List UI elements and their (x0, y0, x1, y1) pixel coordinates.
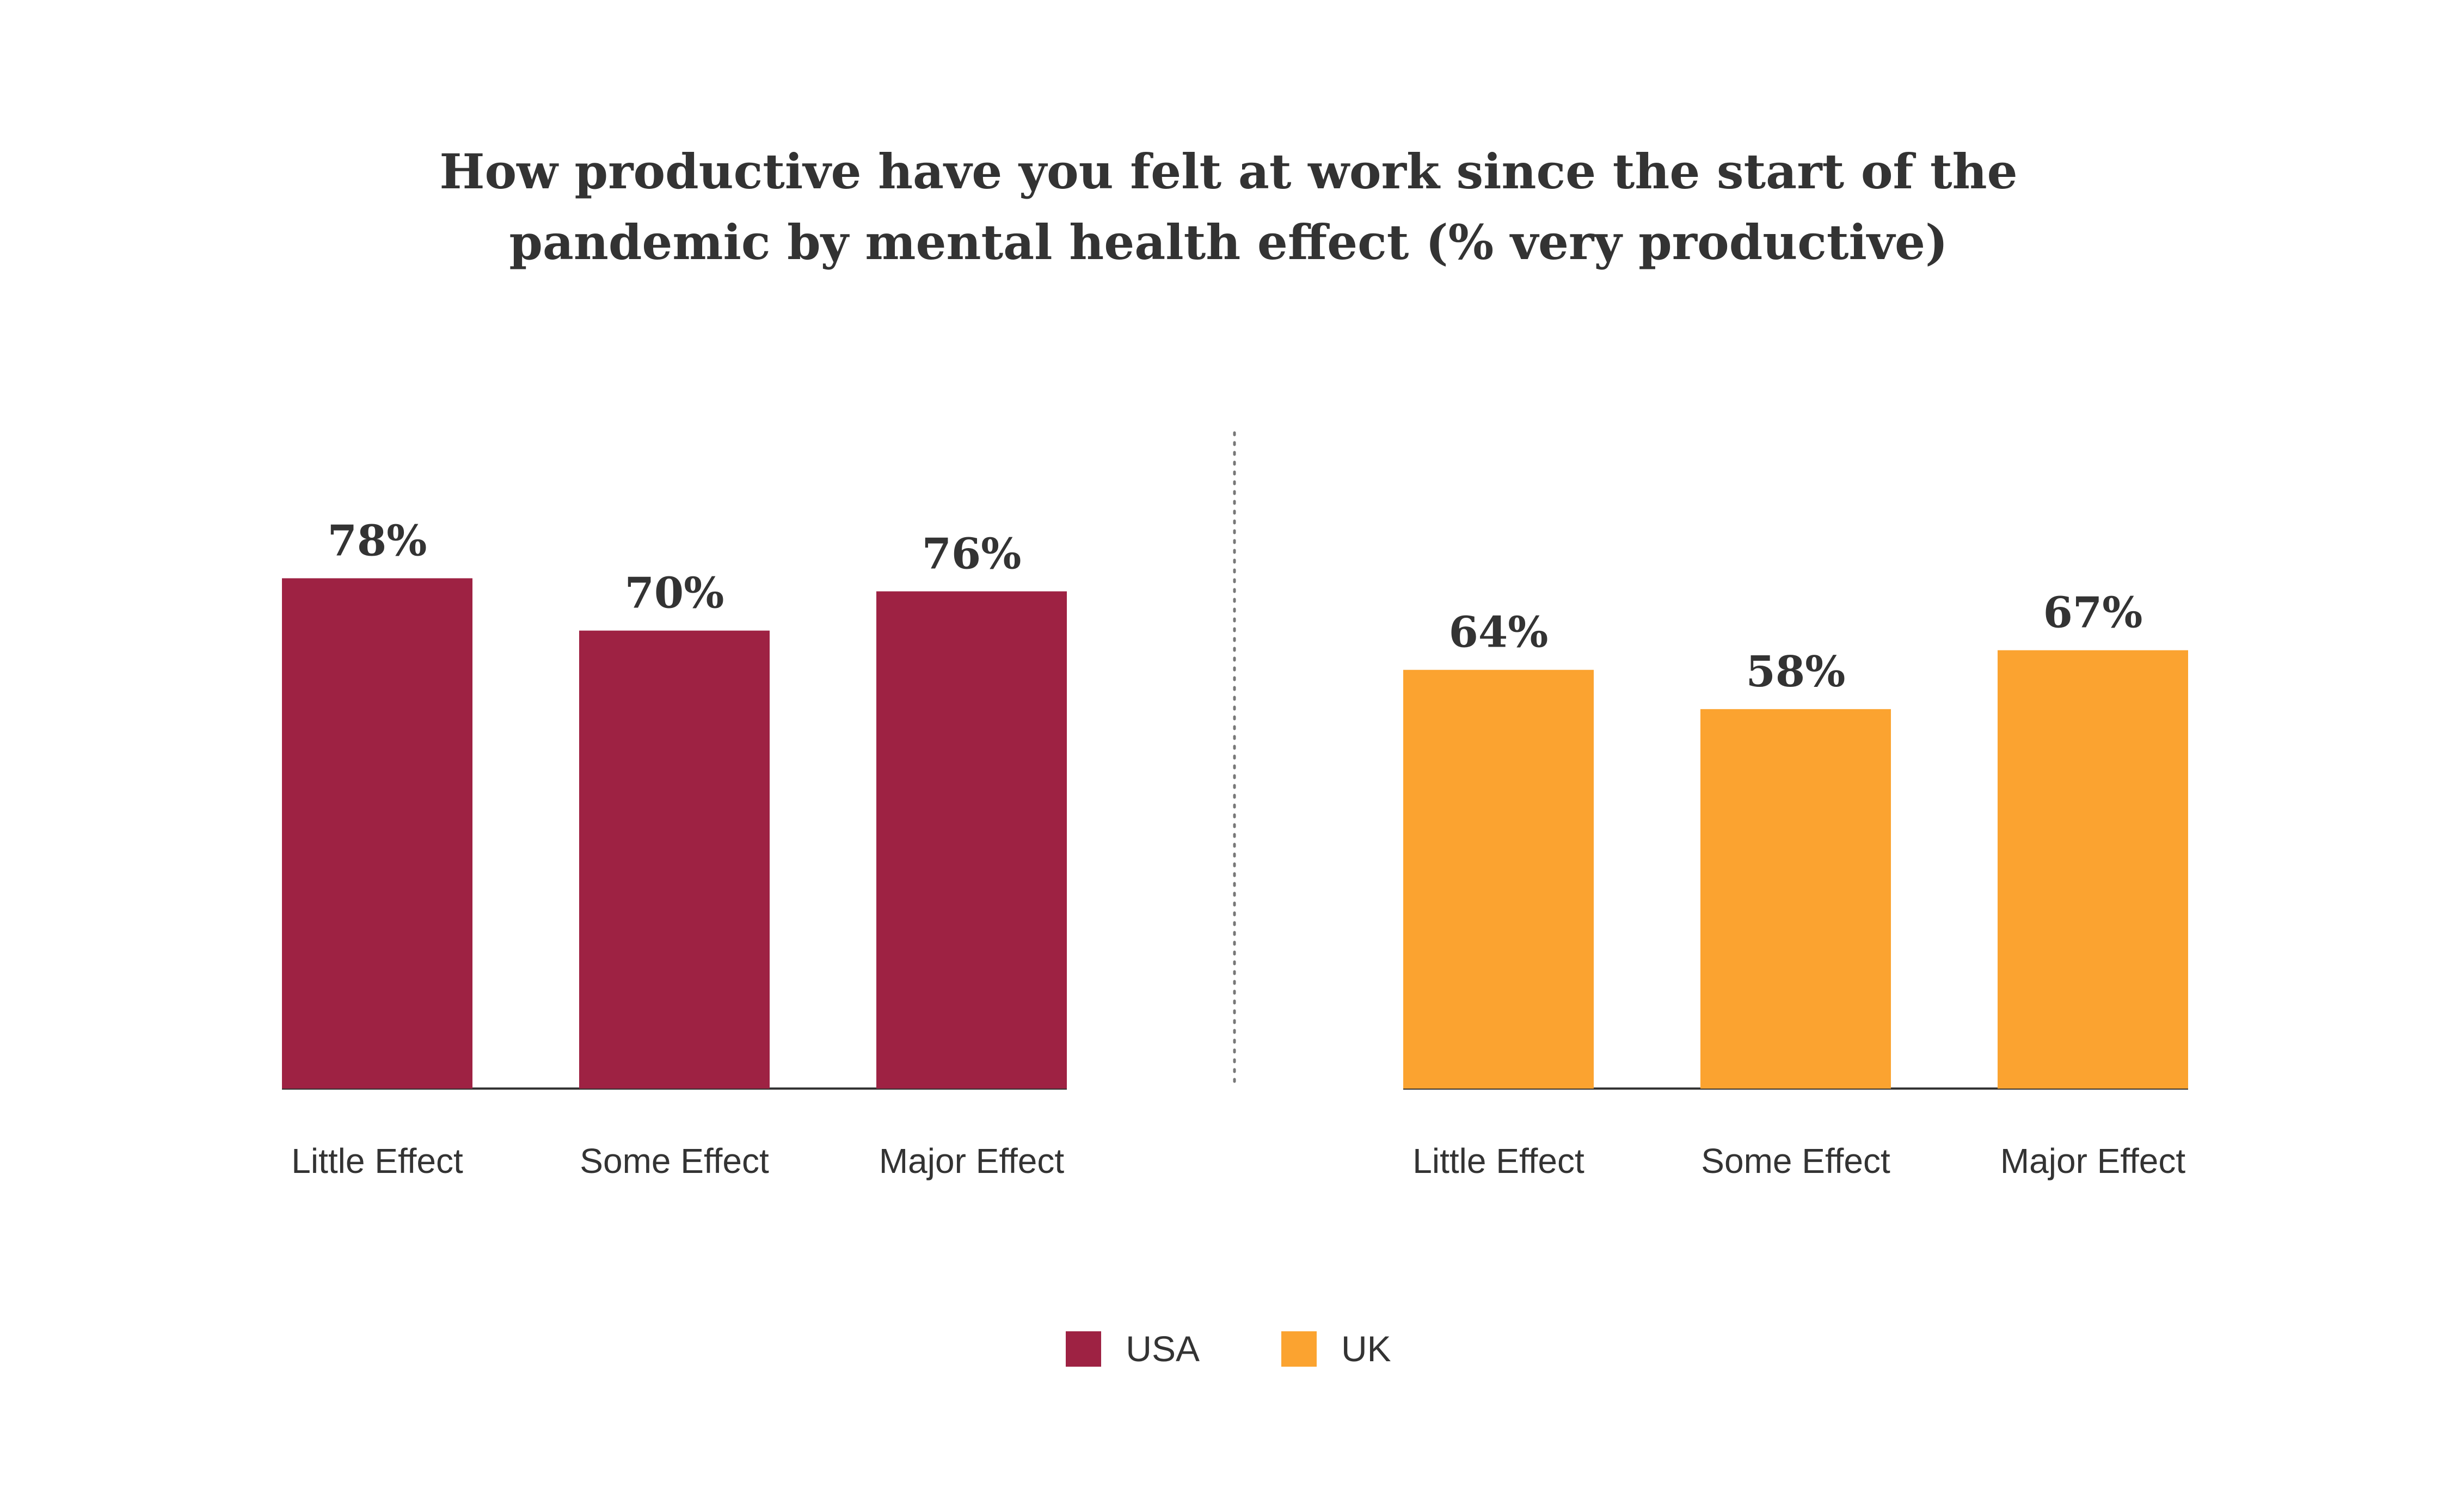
legend-label-usa: USA (1126, 1329, 1200, 1369)
category-label-usa-major-effect: Major Effect (879, 1141, 1065, 1181)
chart-title: How productive have you felt at work sin… (0, 136, 2457, 278)
legend-swatch-usa (1066, 1331, 1102, 1367)
category-label-uk-major-effect: Major Effect (2000, 1141, 2186, 1181)
data-label-uk-little-effect: 64% (1449, 608, 1549, 657)
legend-label-uk: UK (1341, 1329, 1391, 1369)
bar-usa-little-effect (282, 578, 472, 1089)
bar-uk-some-effect (1700, 709, 1891, 1089)
data-label-usa-major-effect: 76% (922, 529, 1022, 579)
bar-uk-major-effect (1998, 650, 2188, 1089)
data-label-usa-some-effect: 70% (625, 569, 724, 618)
bar-usa-major-effect (876, 591, 1067, 1089)
legend-item-uk: UK (1281, 1328, 1391, 1369)
data-label-uk-major-effect: 67% (2043, 588, 2143, 638)
chart-title-line-2: pandemic by mental health effect (% very… (509, 214, 1948, 271)
chart-title-line-1: How productive have you felt at work sin… (439, 143, 2018, 200)
legend-item-usa: USA (1066, 1328, 1200, 1369)
category-label-uk-little-effect: Little Effect (1412, 1141, 1584, 1181)
legend: USA UK (0, 1328, 2457, 1369)
category-label-usa-little-effect: Little Effect (291, 1141, 463, 1181)
bar-uk-little-effect (1403, 669, 1594, 1089)
legend-swatch-uk (1281, 1331, 1317, 1367)
bar-usa-some-effect (579, 630, 770, 1089)
category-label-uk-some-effect: Some Effect (1701, 1141, 1890, 1181)
data-label-uk-some-effect: 58% (1746, 647, 1846, 697)
data-label-usa-little-effect: 78% (328, 516, 427, 566)
category-label-usa-some-effect: Some Effect (580, 1141, 769, 1181)
